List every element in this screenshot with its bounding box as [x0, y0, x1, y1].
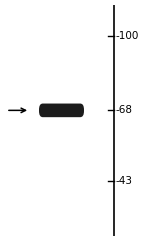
Text: -100: -100	[116, 31, 139, 41]
FancyBboxPatch shape	[39, 103, 84, 117]
Text: -68: -68	[116, 105, 132, 115]
Text: -43: -43	[116, 176, 132, 186]
